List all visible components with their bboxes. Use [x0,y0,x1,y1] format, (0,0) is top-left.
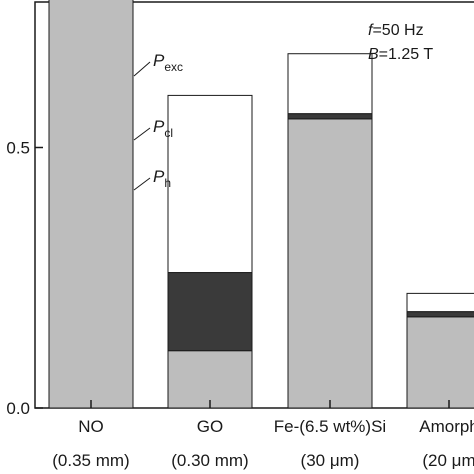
bar-segment-p-exc [406,292,474,313]
annotation-leader [133,61,151,77]
annotation-leader [133,127,151,141]
annotation-label: Ph [153,167,171,190]
stacked-bars [48,0,474,409]
category-label: Amorph [419,417,474,436]
bar-segment-p-h [48,0,134,409]
x-axis-labels: NO (0.35 mm) GO (0.30 mm) Fe-(6.5 wt%)Si (30 … [52,417,474,470]
bar-segment-p-exc [167,94,253,274]
bar-segment-p-h [406,316,474,409]
category-label: Fe-(6.5 wt%)Si [274,417,386,436]
bar-segment-p-cl [287,113,373,120]
category-label: NO [78,417,104,436]
condition-label: f=50 Hz [368,22,424,39]
plot-border [34,1,474,409]
bar-segment-p-exc [287,53,373,115]
y-axis-ticks: 0.00.51.01.5 [6,139,450,418]
category-sublabel: (20 μm [422,451,474,470]
condition-label: B=1.25 T [368,46,433,63]
y-tick-label: 0.0 [6,399,30,418]
category-sublabel: (0.35 mm) [52,451,129,470]
plot-frame [34,1,474,409]
bar-segment-p-h [287,118,373,409]
annotation-label: Pcl [153,117,173,140]
annotation-label: Pexc [153,51,183,74]
test-conditions: f=50 Hz B=1.25 T [368,22,433,63]
category-label: GO [197,417,223,436]
bar-segment-p-cl [167,272,253,352]
y-tick-label: 0.5 [6,139,30,158]
category-sublabel: (0.30 mm) [171,451,248,470]
bar-segment-p-cl [406,311,474,318]
annotation-leader [133,177,151,191]
bar-segment-p-h [167,350,253,409]
category-sublabel: (30 μm) [301,451,360,470]
series-annotations: Pexc Pcl Ph [133,51,183,191]
